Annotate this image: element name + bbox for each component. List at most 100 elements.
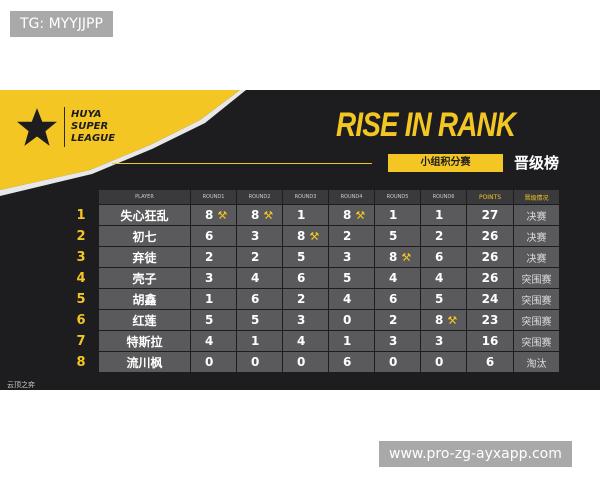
- round-score-cell-text: 8: [389, 250, 398, 264]
- round-score-cell: 6: [236, 288, 283, 310]
- round-score-cell-text: 4: [251, 271, 260, 285]
- round-score-cell: 0: [374, 351, 421, 373]
- rank-cell-text: 7: [76, 333, 86, 349]
- round-score-cell-text: 3: [343, 250, 352, 264]
- round-score-cell: 4: [420, 267, 467, 289]
- round-score-cell-text: 3: [389, 334, 398, 348]
- standings-banner: HUYA SUPER LEAGUE RISE IN RANK 小组积分赛 晋级榜…: [0, 90, 600, 390]
- round-score-cell: 6: [190, 225, 237, 247]
- table-row: 4 壳子 3 4 6 5 4 4 26 突围赛: [63, 267, 560, 289]
- standings-table: PLAYER ROUND1 ROUND2 ROUND3 ROUND4 ROUND5 ROUN…: [63, 189, 560, 373]
- logo-line1: HUYA: [71, 109, 102, 120]
- round-score-cell: 1: [282, 204, 329, 226]
- round-score-cell: 8 ⚒: [236, 204, 283, 226]
- column-header: ROUND5: [374, 189, 421, 205]
- logo-line2: SUPER: [71, 121, 109, 132]
- table-row: 6 红莲 5 5 3 0 2 8 ⚒ 23 突围赛: [63, 309, 560, 331]
- round-score-cell: 3: [328, 246, 375, 268]
- round-score-cell: 0: [190, 351, 237, 373]
- table-row: 8 流川枫 0 0 0 6 0 0 6 淘汰: [63, 351, 560, 373]
- round-score-cell: 5: [374, 225, 421, 247]
- table-row: 3 弃徒 2 2 5 3 8 ⚒ 6 26 决赛: [63, 246, 560, 268]
- player-cell-text: 红莲: [132, 313, 157, 328]
- points-cell-text: 26: [481, 229, 499, 243]
- round-score-cell-text: 6: [343, 355, 352, 369]
- round-score-cell-text: 8: [343, 208, 352, 222]
- player-cell: 红莲: [98, 309, 191, 331]
- points-cell-text: 26: [481, 271, 499, 285]
- points-cell: 23: [466, 309, 514, 331]
- logo-line3: LEAGUE: [71, 133, 116, 144]
- status-cell: 突围赛: [513, 267, 560, 289]
- status-cell: 突围赛: [513, 330, 560, 352]
- rank-cell-text: 3: [76, 249, 86, 265]
- round-score-cell-text: 2: [251, 250, 260, 264]
- round-score-cell-text: 4: [205, 334, 214, 348]
- column-header: ROUND1: [190, 189, 237, 205]
- rank-cell: 4: [63, 267, 99, 289]
- round-score-cell-text: 1: [435, 208, 444, 222]
- round-score-cell: 4: [190, 330, 237, 352]
- player-cell-text: 流川枫: [126, 355, 163, 370]
- round-score-cell: 8 ⚒: [328, 204, 375, 226]
- round-score-cell: 3: [236, 225, 283, 247]
- round-score-cell: 2: [374, 309, 421, 331]
- table-row: 2 初七 6 3 8 ⚒ 2 5 2 26 决赛: [63, 225, 560, 247]
- round-score-cell-text: 4: [435, 271, 444, 285]
- round-score-cell: 4: [282, 330, 329, 352]
- round-score-cell-text: 3: [435, 334, 444, 348]
- player-cell: 胡鑫: [98, 288, 191, 310]
- rank-cell: 6: [63, 309, 99, 331]
- status-cell-text: 淘汰: [526, 358, 547, 370]
- player-cell-text: 胡鑫: [132, 292, 157, 307]
- league-logo: HUYA SUPER LEAGUE: [16, 106, 115, 148]
- player-cell-text: 特斯拉: [126, 334, 163, 349]
- round-score-cell: 1: [420, 204, 467, 226]
- round-score-cell-text: 0: [435, 355, 444, 369]
- points-cell: 27: [466, 204, 514, 226]
- status-cell: 淘汰: [513, 351, 560, 373]
- round-score-cell-text: 4: [297, 334, 306, 348]
- round-score-cell-text: 8: [297, 229, 306, 243]
- round-score-cell: 5: [328, 267, 375, 289]
- round-score-cell-text: 1: [205, 292, 214, 306]
- header-blank: [63, 189, 99, 205]
- star-logo-icon: [17, 108, 57, 146]
- round-score-cell: 3: [190, 267, 237, 289]
- round-score-cell: 6: [328, 351, 375, 373]
- round-score-cell-text: 2: [435, 229, 444, 243]
- page-title: RISE IN RANK: [336, 106, 516, 144]
- column-header: ROUND6: [420, 189, 467, 205]
- title-underline: [112, 163, 372, 164]
- round-score-cell-text: 0: [205, 355, 214, 369]
- round-score-cell: 2: [328, 225, 375, 247]
- round-score-cell-text: 0: [297, 355, 306, 369]
- column-header: ROUND4: [328, 189, 375, 205]
- column-header: POINTS: [466, 189, 514, 205]
- player-cell: 初七: [98, 225, 191, 247]
- round-score-cell-text: 1: [389, 208, 398, 222]
- table-row: 7 特斯拉 4 1 4 1 3 3 16 突围赛: [63, 330, 560, 352]
- round-score-cell: 8 ⚒: [190, 204, 237, 226]
- subtitle: 晋级榜: [514, 154, 560, 172]
- footer-game-name: 云顶之弈: [7, 381, 35, 389]
- status-cell: 突围赛: [513, 309, 560, 331]
- column-header: ROUND2: [236, 189, 283, 205]
- round-score-cell: 1: [190, 288, 237, 310]
- table-row: 5 胡鑫 1 6 2 4 6 5 24 突围赛: [63, 288, 560, 310]
- round-score-cell-text: 5: [435, 292, 444, 306]
- round-score-cell-text: 4: [343, 292, 352, 306]
- round-score-cell-text: 1: [297, 208, 306, 222]
- round-score-cell: 0: [282, 351, 329, 373]
- status-cell: 突围赛: [513, 288, 560, 310]
- round-score-cell: 2: [282, 288, 329, 310]
- round-score-cell: 5: [282, 246, 329, 268]
- round-score-cell: 8 ⚒: [420, 309, 467, 331]
- round-score-cell-text: 0: [251, 355, 260, 369]
- subtitle-tag: 小组积分赛: [388, 154, 503, 172]
- points-cell: 26: [466, 267, 514, 289]
- round-score-cell: 3: [420, 330, 467, 352]
- points-cell-text: 26: [481, 250, 499, 264]
- round-score-cell: 4: [328, 288, 375, 310]
- round-score-cell-text: 6: [389, 292, 398, 306]
